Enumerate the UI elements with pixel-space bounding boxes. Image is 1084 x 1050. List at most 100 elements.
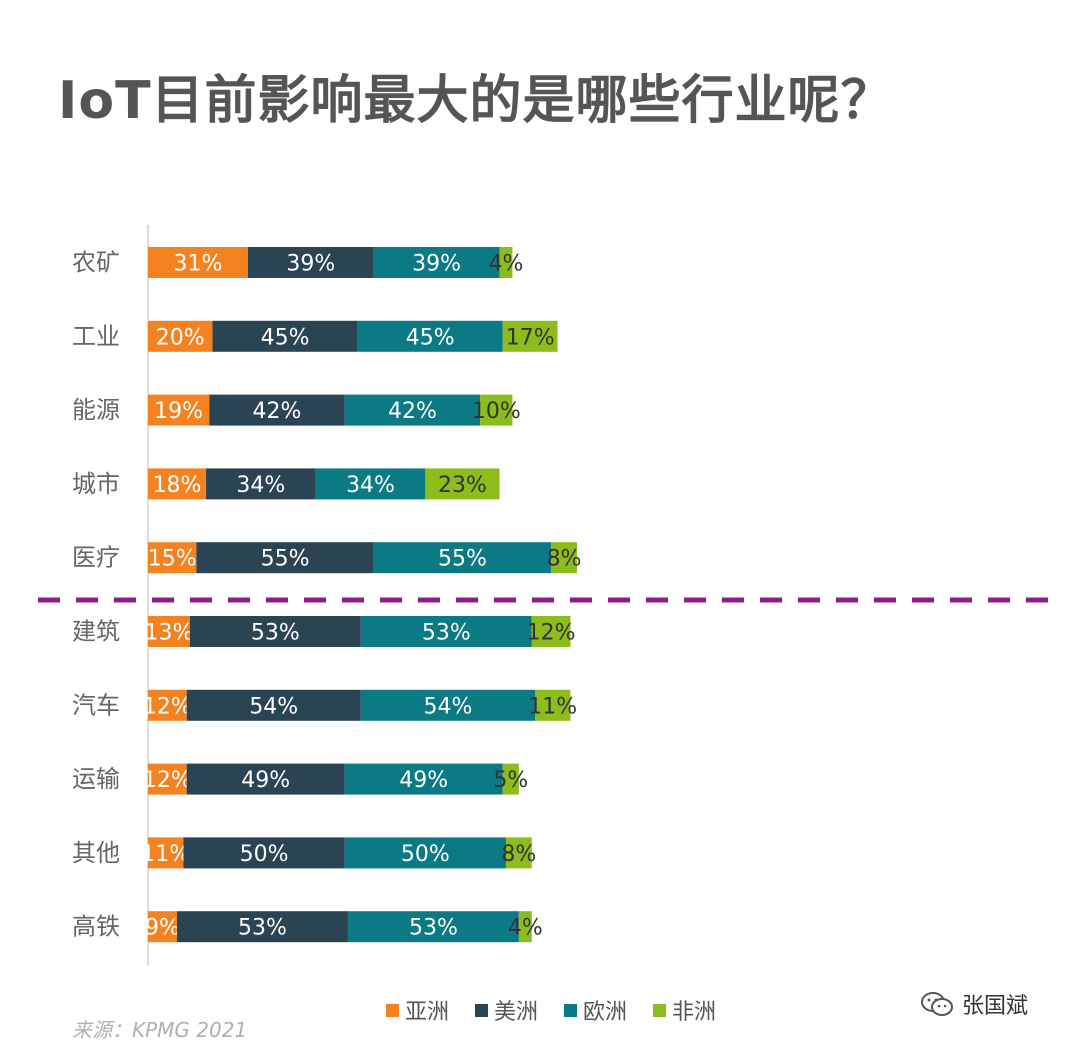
data-label: 15%: [148, 547, 197, 572]
bar-segment: [247, 247, 374, 278]
legend-swatch: [386, 1003, 399, 1017]
data-label: 31%: [174, 252, 223, 277]
bar-segment: [535, 689, 571, 721]
data-label: 53%: [251, 621, 300, 646]
bar-segment: [505, 837, 532, 869]
data-label: 34%: [346, 473, 395, 498]
data-label: 12%: [143, 694, 192, 719]
bar-segment: [344, 763, 503, 795]
data-label: 4%: [489, 252, 524, 277]
bar-segment: [315, 468, 426, 500]
bar-segment: [148, 763, 187, 795]
bar-segment: [186, 689, 361, 721]
bar-segment: [209, 394, 345, 426]
source-note: 来源：KPMG 2021: [72, 1018, 248, 1042]
data-label: 23%: [438, 473, 487, 498]
legend-item: 亚洲: [386, 994, 449, 1026]
data-label: 20%: [156, 325, 205, 350]
bar-segment: [186, 763, 345, 795]
data-label: 13%: [145, 621, 194, 646]
legend-item: 美洲: [475, 994, 538, 1026]
legend-swatch: [653, 1003, 667, 1017]
category-label: 农矿: [72, 249, 120, 277]
data-label: 11%: [528, 694, 577, 719]
data-label: 18%: [153, 473, 202, 498]
bar-segment: [212, 320, 358, 352]
bar-segment: [480, 394, 513, 426]
data-label: 53%: [422, 621, 471, 646]
data-label: 11%: [141, 842, 190, 867]
data-label: 50%: [401, 842, 450, 867]
data-label: 49%: [241, 768, 290, 793]
chart-title: IoT目前影响最大的是哪些行业呢？: [58, 71, 894, 131]
data-label: 5%: [493, 768, 528, 793]
bar-segment: [373, 542, 552, 574]
bar-segment: [360, 689, 535, 721]
bar-segment: [148, 394, 210, 426]
legend: 亚洲 美洲 欧洲 非洲: [386, 994, 716, 1026]
data-label: 12%: [527, 621, 576, 646]
data-label: 8%: [501, 842, 536, 867]
data-label: 12%: [143, 768, 192, 793]
bar-segment: [148, 616, 190, 647]
category-label: 其他: [72, 839, 120, 867]
bar-segment: [502, 763, 519, 795]
watermark: 张国斌: [920, 988, 1028, 1020]
bar-segment: [347, 911, 519, 943]
category-label: 汽车: [72, 691, 120, 719]
bar-segment: [531, 616, 571, 647]
data-label: 4%: [508, 916, 543, 941]
bar-segment: [344, 837, 506, 869]
data-label: 53%: [409, 916, 458, 941]
bar-segment: [148, 247, 248, 278]
bar-segment: [206, 468, 316, 500]
bar-segment: [177, 911, 348, 943]
bar-segment: [373, 247, 500, 278]
bar-segment: [344, 394, 481, 426]
data-label: 34%: [236, 473, 285, 498]
bar-segment: [148, 837, 184, 869]
data-label: 19%: [154, 399, 203, 424]
data-label: 39%: [286, 252, 335, 277]
data-label: 55%: [438, 547, 487, 572]
bar-segment: [425, 468, 500, 500]
bar-segment: [148, 468, 207, 500]
bar-segment: [360, 616, 532, 647]
bar-segment: [502, 320, 558, 352]
legend-item: 非洲: [653, 994, 716, 1026]
data-label: 45%: [406, 325, 455, 350]
data-label: 54%: [249, 694, 298, 719]
data-label: 10%: [472, 399, 521, 424]
legend-label: 非洲: [672, 1000, 717, 1025]
legend-label: 欧洲: [583, 1000, 628, 1025]
bar-segment: [499, 247, 513, 278]
legend-swatch: [475, 1003, 489, 1017]
category-label: 工业: [72, 322, 120, 350]
data-label: 54%: [423, 694, 472, 719]
data-label: 53%: [238, 916, 287, 941]
bar-segment: [518, 911, 532, 943]
bar-segment: [357, 320, 503, 352]
category-label: 医疗: [72, 544, 120, 572]
category-label: 运输: [72, 765, 120, 793]
data-label: 42%: [388, 399, 437, 424]
bar-segment: [148, 320, 213, 352]
category-label: 高铁: [72, 913, 120, 941]
data-label: 49%: [399, 768, 448, 793]
data-label: 8%: [547, 547, 582, 572]
bar-segment: [148, 542, 197, 574]
data-label: 17%: [506, 325, 555, 350]
bar-segment: [196, 542, 374, 574]
data-label: 9%: [145, 916, 180, 941]
bar-segment: [148, 689, 187, 721]
legend-item: 欧洲: [564, 994, 627, 1026]
watermark-text: 张国斌: [962, 994, 1029, 1019]
legend-swatch: [564, 1003, 578, 1017]
bar-segment: [551, 542, 577, 574]
data-label: 55%: [261, 547, 310, 572]
data-label: 45%: [261, 325, 310, 350]
bar-segment: [183, 837, 345, 869]
legend-label: 美洲: [494, 1000, 539, 1025]
category-label: 建筑: [72, 618, 120, 646]
